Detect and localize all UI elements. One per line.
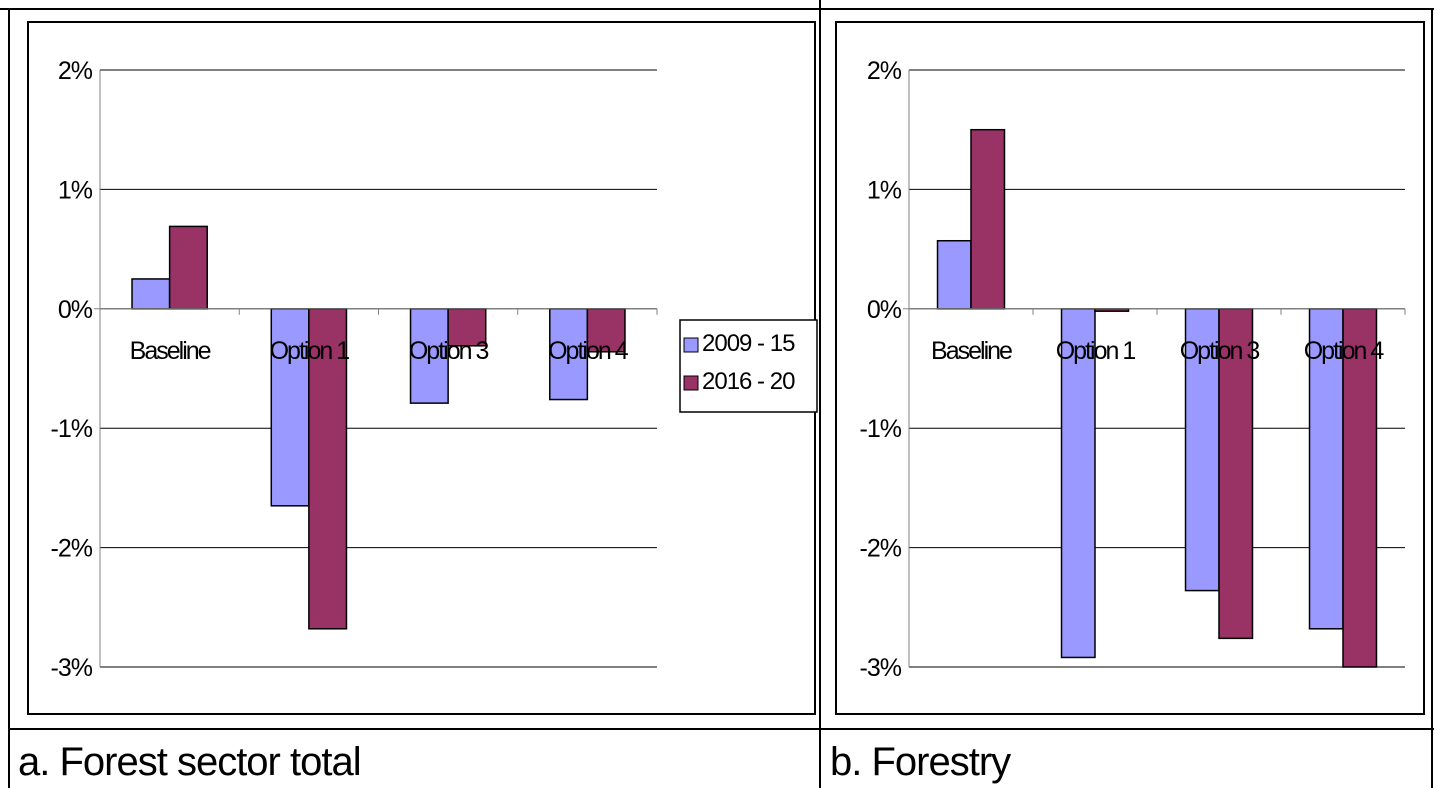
bar-2-option-3 xyxy=(1218,308,1254,640)
y-tick-label: -1% xyxy=(51,415,93,443)
bar-1-baseline xyxy=(131,278,171,310)
chart-forest-sector-total: 2% 1% 0% -1% -2% -3% Baseline Option 1 Option 3 O… xyxy=(51,57,818,682)
y-tick-label: 1% xyxy=(867,176,902,204)
category-label: Option 4 xyxy=(548,337,629,365)
category-label: Option 1 xyxy=(1056,337,1136,365)
legend-label: 2009 - 15 xyxy=(702,330,795,357)
y-tick-label: 0% xyxy=(867,296,902,324)
y-tick-label: -2% xyxy=(860,535,902,563)
bar-2-option-4 xyxy=(586,308,626,353)
bar-1-option-4 xyxy=(549,308,589,401)
y-tick-label: -3% xyxy=(51,654,93,682)
chart-b-box xyxy=(835,21,1425,715)
y-tick-label: 1% xyxy=(58,176,93,204)
category-label: Option 4 xyxy=(1304,337,1385,365)
bar-2-option-4 xyxy=(1342,308,1378,668)
bar-1-option-1 xyxy=(1060,308,1096,659)
category-label: Option 1 xyxy=(270,337,350,365)
y-tick-label: -3% xyxy=(860,654,902,682)
category-label: Option 3 xyxy=(1180,337,1260,365)
bar-2-option-1 xyxy=(308,308,348,630)
legend-swatch xyxy=(683,375,699,391)
category-label: Baseline xyxy=(130,337,211,365)
chart-forestry: 2% 1% 0% -1% -2% -3% Baseline Option 1 Option 3 O… xyxy=(860,57,1406,682)
y-tick-label: 0% xyxy=(58,296,93,324)
caption-forest-sector-total: a. Forest sector total xyxy=(18,740,362,784)
bar-2-option-3 xyxy=(447,308,487,347)
category-label: Baseline xyxy=(931,337,1012,365)
legend-label: 2016 - 20 xyxy=(702,368,795,395)
y-tick-label: 2% xyxy=(58,57,93,85)
bar-1-baseline xyxy=(936,239,972,310)
category-label: Option 3 xyxy=(409,337,489,365)
caption-forestry: b. Forestry xyxy=(830,740,1011,784)
y-tick-label: -2% xyxy=(51,535,93,563)
legend-box xyxy=(679,319,818,413)
bar-2-baseline xyxy=(168,225,208,310)
bar-1-option-3 xyxy=(1184,308,1220,592)
bar-2-baseline xyxy=(970,128,1006,310)
y-tick-label: -1% xyxy=(860,415,902,443)
y-tick-label: 2% xyxy=(867,57,902,85)
legend-swatch xyxy=(683,337,699,353)
